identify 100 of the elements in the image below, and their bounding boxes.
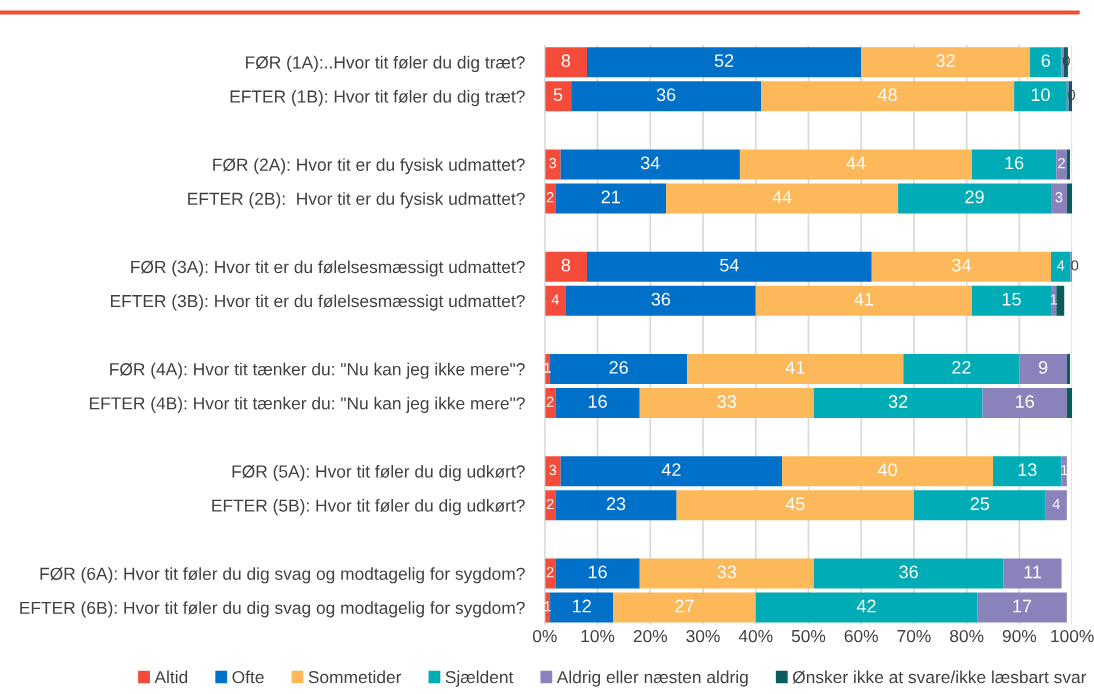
bar [1066,149,1071,180]
data-label: 54 [720,258,739,272]
bar [544,81,572,112]
bar [639,388,814,419]
y-tick-label: EFTER (4B): Hvor tit tænker du: "Nu kan jeg ikke mere"? [89,396,525,413]
legend-label: Ønsker ikke at svare/ikke læsbart svar [792,670,1087,684]
data-label: 44 [846,156,866,170]
bar [544,149,561,180]
bar [1045,490,1067,521]
data-label: 13 [1018,463,1037,477]
bar [913,490,1046,521]
bar [871,251,1052,282]
data-label: 9 [1038,361,1048,374]
data-label: 1 [1050,294,1058,305]
y-tick-label: FØR (3A): Hvor tit er du følelsesmæssigt udmattet? [131,260,525,277]
bar [544,285,566,316]
data-label: 36 [899,565,918,579]
data-label: 3 [549,464,557,476]
x-tick-label: 40% [738,629,773,643]
data-label: 29 [965,190,984,204]
data-label: 17 [1013,599,1032,613]
y-tick-label: EFTER (2B): Hvor tit er du fysisk udmattet? [188,192,525,209]
bar [613,592,756,623]
data-label: 6 [1041,54,1050,67]
data-label: 22 [952,361,971,374]
data-label: 41 [785,361,805,374]
bar [544,456,561,487]
data-label: 21 [601,190,620,204]
bar [1056,149,1067,180]
data-label: 2 [546,498,554,510]
x-tick-label: 20% [633,629,668,643]
data-label: 45 [785,497,805,511]
data-label: 36 [651,292,671,306]
bar [1066,388,1073,419]
data-label: 23 [606,497,626,511]
bar [1066,183,1073,214]
bar [544,251,587,282]
data-label: 33 [717,565,736,579]
data-label: 34 [640,156,660,170]
x-tick-label: 10% [581,629,615,643]
bar [587,47,862,78]
bar [676,490,914,521]
bar [782,456,994,487]
bar [813,388,983,419]
data-label: 4 [1057,260,1065,271]
x-tick-label: 50% [791,629,826,643]
bar [565,285,756,316]
data-label: 8 [561,54,571,67]
data-label: 16 [1005,156,1024,170]
bar [813,558,1004,589]
data-label: 16 [588,565,607,579]
y-tick-label: FØR (4A): Hvor tit tænker du: "Nu kan jeg ikke mere"? [110,362,525,379]
bar [1066,353,1071,384]
x-tick-label: 60% [844,629,878,643]
data-label: 0 [1068,89,1076,101]
data-label: 32 [936,54,955,67]
bar [544,47,587,78]
data-label: 34 [952,258,971,272]
data-label: 11 [1024,565,1042,579]
data-label: 4 [551,294,559,305]
bar [755,285,972,316]
bar [555,183,667,214]
bar [550,353,688,384]
x-tick-label: 100% [1051,629,1094,643]
bar [993,456,1062,487]
data-label: 36 [656,88,676,102]
data-label: 8 [561,258,571,272]
bar [898,183,1052,214]
data-label: 10 [1031,88,1050,102]
x-tick-label: 80% [950,629,984,643]
bar [666,183,899,214]
bar [971,285,1052,316]
bar [761,81,1015,112]
bar [903,353,1020,384]
data-label: 16 [1016,395,1034,408]
data-label: 12 [573,599,591,613]
x-tick-label: 90% [1002,629,1037,643]
data-label: 2 [546,567,554,578]
legend-label: Ofte [232,670,264,684]
data-label: 42 [661,463,681,476]
y-tick-label: FØR (2A): Hvor tit er du fysisk udmattet? [213,158,525,175]
data-label: 32 [888,395,908,408]
bar [739,149,972,180]
bar [639,558,814,589]
bar [560,456,783,487]
data-label: 2 [546,192,554,203]
legend-label: Aldrig eller næsten aldrig [556,670,748,687]
bar [560,149,740,180]
data-label: 16 [588,395,607,408]
data-label: 41 [854,293,873,306]
bar [755,592,978,623]
data-label: 26 [609,361,628,374]
data-label: 33 [717,395,736,408]
data-label: 40 [877,463,897,477]
bar [571,81,762,112]
x-tick-label: 0% [532,629,557,643]
legend-label: Altid [154,670,188,684]
bar [1019,353,1067,384]
bar [1003,558,1062,589]
bar [861,47,1030,78]
